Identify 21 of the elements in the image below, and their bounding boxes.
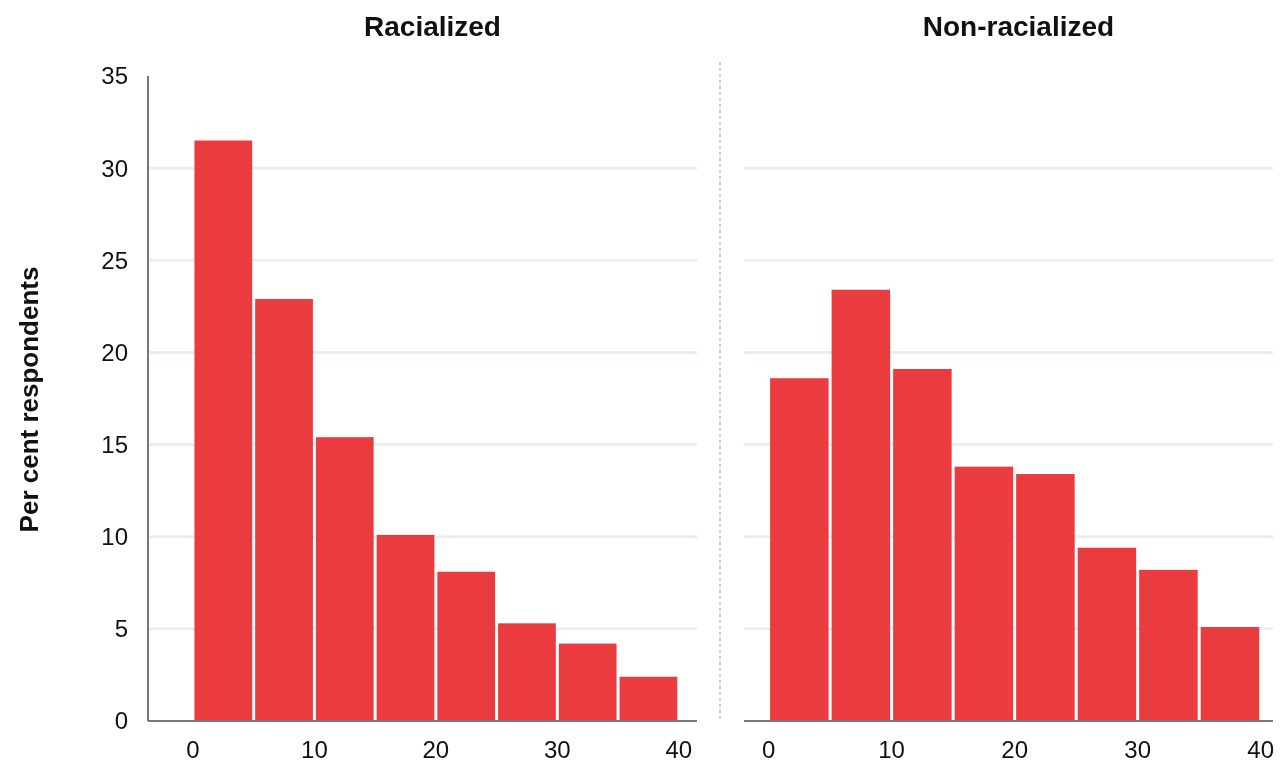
y-tick-label: 10 — [101, 523, 128, 551]
x-tick-label: 0 — [186, 736, 200, 763]
x-tick-label: 10 — [301, 736, 328, 763]
x-tick-label: 40 — [1247, 736, 1275, 763]
x-tick-label: 30 — [543, 736, 571, 763]
y-tick-label: 30 — [101, 154, 128, 182]
y-tick-label: 20 — [101, 338, 128, 366]
x-tick-label: 10 — [878, 736, 905, 763]
x-tick-label: 20 — [422, 736, 450, 763]
y-tick-label: 25 — [101, 246, 128, 274]
x-tick-label: 0 — [761, 736, 776, 763]
x-tick-label: 40 — [665, 736, 693, 763]
x-tick-label: 20 — [1001, 736, 1028, 763]
y-axis-title: Per cent respondents — [14, 266, 44, 533]
y-tick-label: 0 — [114, 707, 128, 735]
y-tick-label: 15 — [101, 430, 128, 458]
y-tick-label: 5 — [114, 615, 128, 643]
chart-title: Racialized — [364, 11, 501, 42]
y-tick-label: 35 — [101, 62, 128, 90]
chart-title: Non-racialized — [922, 11, 1115, 42]
x-tick-label: 30 — [1124, 736, 1152, 763]
